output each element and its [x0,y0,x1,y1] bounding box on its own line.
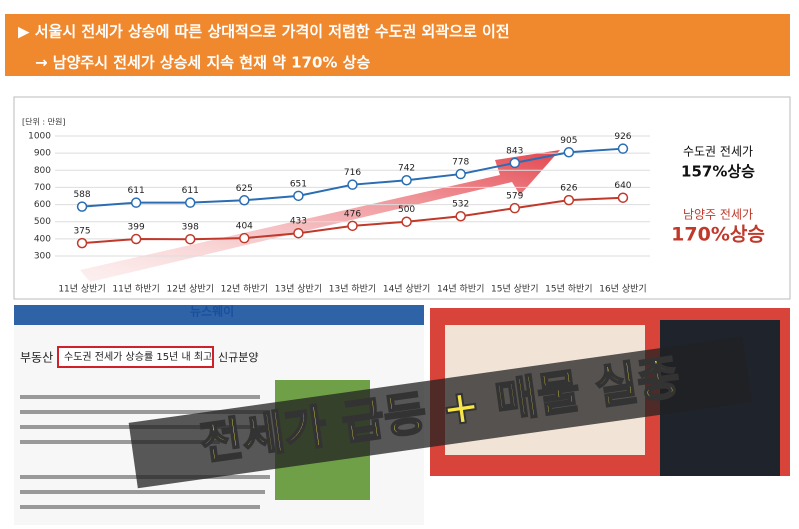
data-label: 404 [236,222,253,232]
data-label: 625 [236,184,253,194]
point [563,194,575,206]
x-tick-label: 12년 하반기 [221,284,268,295]
headline-box [57,346,214,368]
x-tick-label: 13년 상반기 [275,284,322,295]
point [76,237,88,249]
point [401,174,412,186]
x-tick-label: 12년 상반기 [167,284,214,295]
point [455,168,466,180]
data-label: 433 [290,217,307,227]
y-tick-label: 700 [34,183,51,193]
news-logo: 뉴스웨이 [190,304,234,319]
header-bar [5,14,790,76]
point [239,195,250,206]
y-tick-label: 500 [34,217,51,227]
data-label: 716 [344,168,361,178]
news-headline: 수도권 전세가 상승률 15년 내 최고 [64,351,212,363]
data-label: 742 [398,164,415,174]
legend-entry: 남양주 전세가 [683,208,753,222]
x-tick-label: 11년 상반기 [58,284,105,295]
point [293,190,304,202]
data-label: 626 [560,184,577,194]
y-tick-label: 600 [34,200,51,210]
x-tick-label: 13년 하반기 [329,284,376,295]
point [401,216,412,227]
x-tick-label: 15년 하반기 [545,284,592,295]
point [184,233,196,245]
legend-entry: 수도권 전세가 [683,145,753,159]
point [455,210,466,222]
point [347,179,358,190]
point [509,202,521,214]
data-label: 588 [73,190,90,200]
data-label: 843 [506,146,523,156]
data-label: 500 [398,205,415,215]
annotation: 157%상승 [681,163,755,181]
point [617,192,629,203]
y-tick-label: 400 [34,234,51,244]
annotation: 170%상승 [671,224,765,246]
data-label: 532 [452,200,469,210]
data-label: 611 [128,186,145,196]
data-label: 398 [182,223,199,233]
point [130,233,142,245]
data-label: 399 [128,223,145,233]
y-tick-label: 300 [34,252,51,262]
news-section: 부동산 [20,351,53,365]
data-label: 778 [452,158,469,168]
unit-label: [단위 : 만원] [22,117,65,127]
data-label: 375 [73,227,90,237]
banner-strip [128,336,752,489]
point [347,220,358,232]
data-label: 579 [506,192,523,202]
header-line: ▶ 서울시 전세가 상승에 따른 상대적으로 가격이 저렴한 수도권 외곽으로 … [18,23,510,41]
trend-arrow [80,150,560,282]
point [293,227,304,239]
news-menu: 신규분양 [218,351,258,364]
data-label: 905 [560,136,577,146]
point [509,157,521,169]
x-tick-label: 16년 상반기 [599,284,646,295]
data-label: 476 [344,209,361,219]
point [239,232,250,244]
x-tick-label: 15년 상반기 [491,284,538,295]
point [130,197,142,208]
y-tick-label: 1000 [28,132,51,142]
data-label: 611 [182,186,199,196]
chart: [단위 : 만원] 300 400 500 600 700 800 900 1000 11년 상반… [22,117,765,295]
data-label: 651 [290,179,307,189]
news-nav [14,305,424,325]
point [563,147,575,158]
point [76,201,88,212]
x-tick-label: 11년 하반기 [112,284,159,295]
x-tick-label: 14년 상반기 [383,284,430,295]
x-tick-label: 14년 하반기 [437,284,484,295]
header-line: → 남양주시 전세가 상승세 지속 현재 약 170% 상승 [35,54,370,72]
y-tick-label: 900 [34,149,51,159]
point [617,143,629,154]
data-label: 926 [614,132,631,142]
y-tick-label: 800 [34,166,51,176]
data-label: 640 [614,181,631,191]
point [184,197,196,208]
